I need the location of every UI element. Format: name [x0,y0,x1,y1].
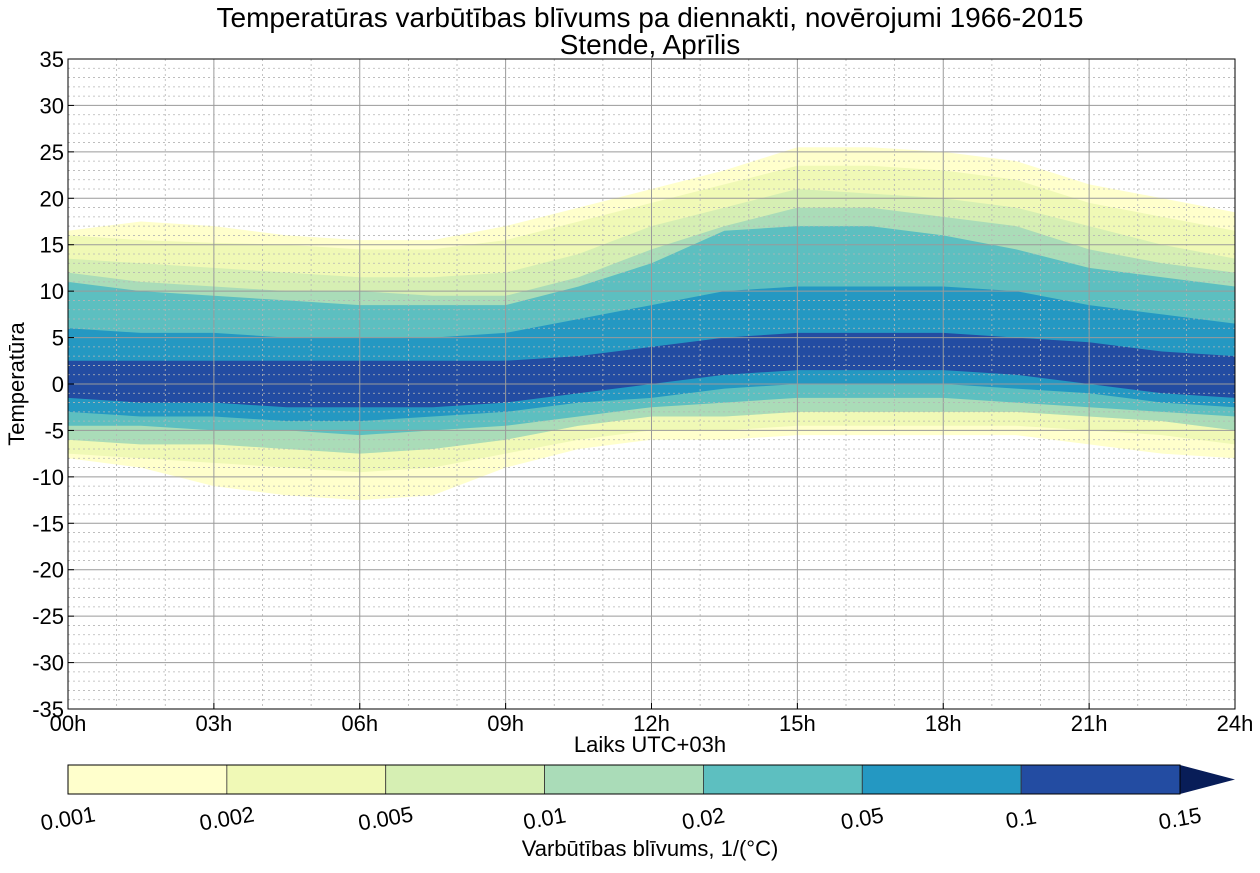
x-tick-label: 03h [196,711,233,736]
colorbar-segment [703,764,863,795]
colorbar-label: Varbūtības blīvums, 1/(°C) [522,836,779,861]
contour-band-0_15 [68,358,628,398]
y-tick-label: 10 [40,279,64,304]
y-tick-label: 5 [52,326,64,351]
colorbar-segment [67,764,228,795]
y-tick-label: 35 [40,47,64,72]
colorbar-segment [861,764,1022,795]
colorbar-tick-label: 0.002 [197,801,256,835]
y-tick-label: -25 [32,604,64,629]
colorbar-tick-label: 0.001 [39,801,98,835]
y-axis-ticks: 35 30 25 20 15 10 5 0 -5 -10 -15 -20 -25 -30 -35 [32,47,74,722]
y-tick-label: -30 [32,651,64,676]
x-tick-label: 18h [925,711,962,736]
colorbar-segment [385,764,545,795]
y-tick-label: -35 [32,697,64,722]
colorbar-segment [1020,764,1181,795]
colorbar-segment [226,764,387,795]
x-axis-ticks: 00h 03h 06h 09h 12h 15h 18h 21h 24h [50,703,1254,736]
y-tick-label: 30 [40,93,64,118]
colorbar-tick-label: 0.02 [680,802,727,834]
colorbar-segment [544,764,704,795]
x-tick-label: 24h [1217,711,1254,736]
y-tick-label: 0 [52,372,64,397]
grid [68,59,1235,709]
chart-title: Temperatūras varbūtības blīvums pa dienn… [217,2,1084,33]
colorbar-extend-arrow [1180,765,1235,794]
x-tick-label: 15h [779,711,816,736]
colorbar-tick-label: 0.1 [1004,804,1038,834]
colorbar-tick-label: 0.01 [521,802,568,834]
colorbar-tick-label: 0.05 [839,802,886,834]
x-tick-label: 06h [341,711,378,736]
x-axis-label: Laiks UTC+03h [574,732,726,757]
y-tick-label: -5 [44,418,64,443]
x-tick-label: 00h [50,711,87,736]
x-tick-label: 12h [633,711,670,736]
chart-subtitle: Stende, Aprīlis [560,29,741,60]
contour-band-0_15b [1128,354,1235,379]
y-tick-label: -20 [32,558,64,583]
x-tick-label: 09h [487,711,524,736]
y-tick-label: 25 [40,140,64,165]
y-tick-label: 20 [40,186,64,211]
x-tick-label: 21h [1071,711,1108,736]
colorbar-frame [67,764,1181,795]
colorbar-tick-label: 0.005 [356,801,415,835]
y-axis-label: Temperatūra [4,321,29,445]
colorbar-tick-label: 0.15 [1157,802,1204,834]
y-tick-label: -10 [32,465,64,490]
y-tick-label: 15 [40,233,64,258]
colorbar: 0.001 0.002 0.005 0.01 0.02 0.05 0.1 0.15 [39,764,1235,836]
y-tick-label: -15 [32,511,64,536]
